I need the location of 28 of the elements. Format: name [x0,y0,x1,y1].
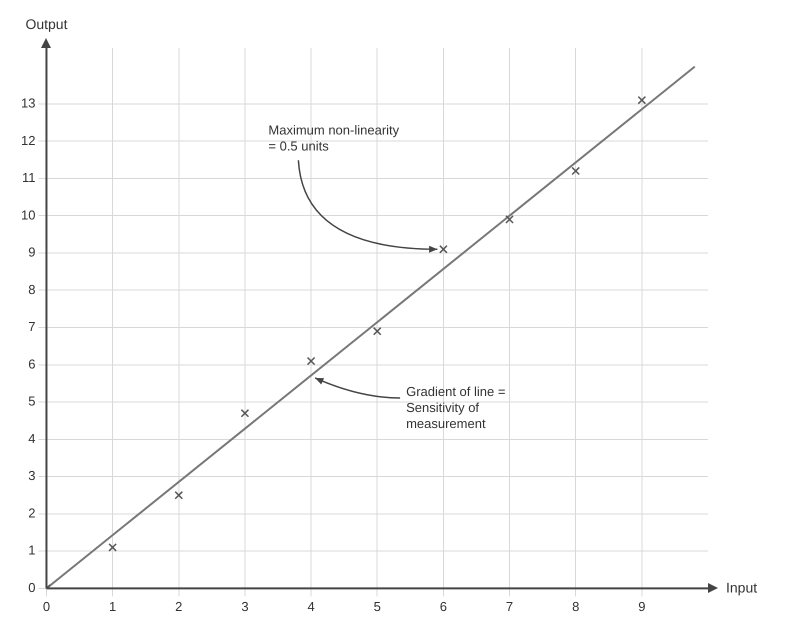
y-axis-title: Output [25,16,68,32]
x-tick-label: 5 [374,598,381,614]
y-tick-label: 5 [28,394,36,409]
y-tick-label: 9 [28,244,36,260]
y-tick-label: 13 [20,95,36,110]
y-tick-label: 2 [28,505,36,520]
x-tick-label: 3 [241,598,249,614]
y-tick-label: 10 [20,207,36,222]
y-tick-label: 8 [28,282,36,297]
x-tick-label: 9 [638,598,646,614]
y-tick-label: 0 [28,580,36,595]
annotation: Maximum non-linearity = 0.5 units [268,122,400,154]
x-tick-label: 2 [175,598,182,614]
x-tick-label: 7 [506,598,514,614]
x-tick-label: 8 [572,598,580,614]
y-tick-label: 7 [28,319,36,334]
x-axis-title: Input [726,579,758,596]
y-tick-label: 6 [28,356,36,372]
y-tick-label: 1 [28,542,36,558]
y-tick-label: 4 [28,430,36,446]
x-tick-label: 6 [440,598,447,614]
y-tick-label: 12 [20,132,36,148]
x-tick-label: 1 [108,598,116,614]
y-tick-label: 11 [22,170,36,186]
x-tick-label: 0 [42,598,50,614]
y-tick-label: 3 [28,468,36,484]
x-tick-label: 4 [307,598,315,614]
annotation: Gradient of line = Sensitivity of measurement [406,384,506,432]
